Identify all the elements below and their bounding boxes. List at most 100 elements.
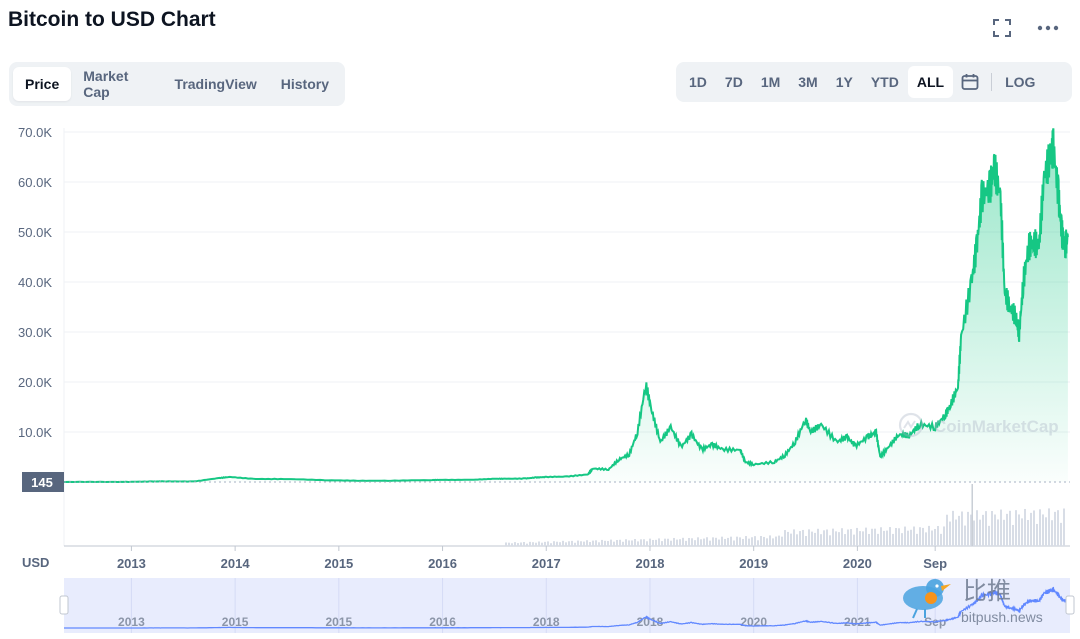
navigator-tick-label: 2021 — [844, 615, 871, 629]
volume-bar — [817, 528, 819, 546]
tab-tradingview[interactable]: TradingView — [174, 76, 257, 92]
x-tick-label: 2019 — [739, 556, 768, 571]
calendar-icon[interactable] — [953, 66, 987, 98]
range-1m[interactable]: 1M — [760, 74, 781, 90]
volume-bar — [1045, 517, 1047, 546]
range-1d[interactable]: 1D — [689, 74, 707, 90]
volume-bar — [757, 540, 759, 546]
volume-bar — [1000, 509, 1002, 546]
x-tick-label: 2016 — [428, 556, 457, 571]
more-dots-icon[interactable] — [1034, 14, 1062, 42]
volume-bar — [544, 541, 546, 546]
volume-bar — [730, 536, 732, 546]
volume-bar — [586, 540, 588, 546]
volume-bar — [970, 514, 972, 546]
volume-bar — [979, 519, 981, 546]
svg-text:比推: 比推 — [963, 578, 1011, 605]
volume-bar — [733, 540, 735, 546]
volume-bar — [745, 536, 747, 546]
volume-bar — [784, 530, 786, 546]
tab-price[interactable]: Price — [13, 67, 72, 101]
volume-bar — [1027, 520, 1029, 546]
volume-bar — [865, 527, 867, 546]
volume-bar — [916, 533, 918, 546]
volume-bar — [940, 533, 942, 546]
volume-bar — [532, 542, 534, 546]
tab-history[interactable]: History — [280, 76, 329, 92]
volume-bar — [592, 540, 594, 546]
navigator-range[interactable] — [64, 578, 1070, 633]
volume-bar — [889, 527, 891, 546]
range-3m[interactable]: 3M — [798, 74, 818, 90]
x-tick-label: 2018 — [636, 556, 665, 571]
volume-bar — [796, 534, 798, 546]
volume-bar — [541, 542, 543, 546]
range-all[interactable]: ALL — [907, 66, 954, 98]
volume-bar — [982, 514, 984, 546]
volume-bar — [706, 537, 708, 546]
volume-bar — [907, 530, 909, 546]
volume-bar — [598, 542, 600, 546]
y-tick-label: 30.0K — [18, 325, 52, 340]
tab-market-cap[interactable]: Market Cap — [83, 68, 129, 100]
volume-bar — [868, 533, 870, 546]
volume-bar — [961, 511, 963, 546]
volume-bar — [931, 530, 933, 546]
volume-bar — [616, 539, 618, 546]
y-tick-label: 70.0K — [18, 125, 52, 140]
volume-bar — [1048, 508, 1050, 546]
y-tick-label: 60.0K — [18, 175, 52, 190]
volume-bar — [511, 543, 513, 546]
volume-bar — [841, 528, 843, 546]
volume-bar — [799, 531, 801, 546]
volume-bar — [712, 537, 714, 546]
volume-bar — [574, 542, 576, 546]
volume-bar — [772, 538, 774, 546]
volume-bar — [700, 539, 702, 546]
fullscreen-icon[interactable] — [988, 14, 1016, 42]
volume-bar — [922, 527, 924, 546]
volume-bar — [1006, 513, 1008, 546]
volume-bar — [631, 540, 633, 546]
volume-bar — [808, 529, 810, 546]
volume-bar — [886, 530, 888, 546]
volume-bar — [1054, 511, 1056, 546]
volume-bar — [910, 529, 912, 546]
volume-bar — [748, 538, 750, 546]
coinmarketcap-watermark: CoinMarketCap — [898, 412, 1059, 438]
volume-bar — [520, 542, 522, 546]
volume-bar — [1057, 510, 1059, 546]
volume-bar — [877, 533, 879, 546]
log-toggle[interactable]: LOG — [1005, 74, 1036, 90]
volume-bar — [754, 536, 756, 546]
volume-bar — [685, 540, 687, 546]
volume-bar — [601, 539, 603, 546]
navigator-handle-left[interactable] — [59, 595, 69, 615]
x-tick-label: 2014 — [221, 556, 251, 571]
volume-bar — [577, 540, 579, 546]
range-7d[interactable]: 7D — [724, 74, 743, 90]
volume-bar — [895, 527, 897, 546]
volume-bar — [769, 535, 771, 546]
volume-bar — [508, 542, 510, 546]
volume-bar — [844, 534, 846, 546]
range-ytd[interactable]: YTD — [870, 74, 899, 90]
volume-bar — [661, 541, 663, 546]
volume-bar — [637, 541, 639, 546]
current-price-tag: 145 — [22, 472, 64, 492]
navigator-handle-right[interactable] — [1065, 595, 1075, 615]
volume-bar — [703, 538, 705, 546]
range-1y[interactable]: 1Y — [835, 74, 853, 90]
volume-bar — [739, 537, 741, 546]
volume-bar — [883, 530, 885, 546]
volume-bar — [763, 536, 765, 546]
volume-bar — [604, 540, 606, 546]
volume-bar — [811, 531, 813, 546]
volume-bar — [847, 529, 849, 546]
price-line — [63, 128, 1069, 484]
volume-bar — [724, 538, 726, 546]
volume-bar — [562, 540, 564, 546]
volume-bar — [547, 541, 549, 546]
volume-bar — [1015, 510, 1017, 546]
